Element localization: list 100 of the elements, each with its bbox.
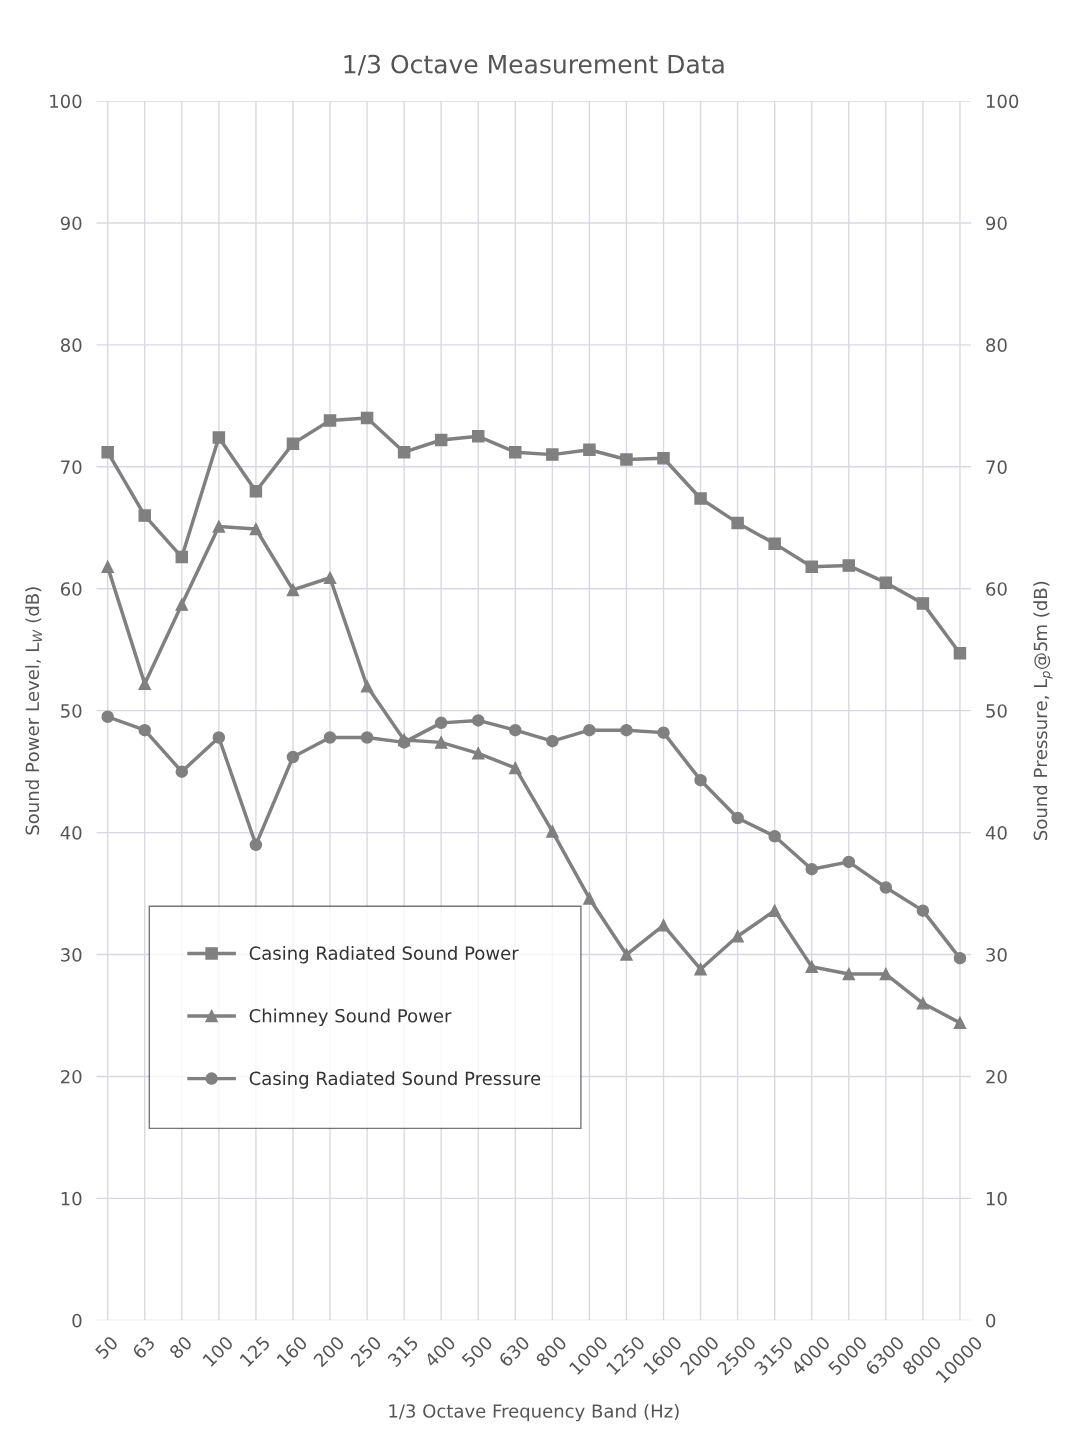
point: [694, 773, 707, 787]
y2-tick-label: 100: [986, 94, 1019, 109]
point: [731, 516, 744, 530]
y-tick-label: 10: [61, 1191, 82, 1206]
legend-label: Casing Radiated Sound Pressure: [249, 1071, 541, 1089]
point: [138, 723, 151, 737]
point: [360, 411, 374, 425]
legend-label: Casing Radiated Sound Power: [249, 945, 519, 964]
point: [546, 448, 559, 461]
y2-axis-title: Sound Pressure, L$_{p}$@5m (dB): [1033, 581, 1053, 840]
point: [249, 838, 263, 852]
point: [323, 731, 337, 744]
point: [842, 559, 856, 572]
point: [768, 830, 781, 843]
point: [471, 747, 485, 760]
point: [434, 716, 448, 730]
x-tick-label: 50: [94, 1335, 119, 1360]
chart-title: 1/3 Octave Measurement Data: [344, 54, 724, 76]
point: [509, 445, 522, 459]
point: [471, 430, 485, 443]
point: [360, 680, 374, 693]
y2-tick-label: 10: [986, 1191, 1007, 1206]
point: [953, 951, 967, 965]
point: [842, 855, 856, 869]
x-tick-label: 63: [131, 1335, 156, 1360]
point: [101, 560, 114, 574]
point: [694, 492, 707, 505]
point: [953, 647, 967, 660]
point: [805, 862, 818, 876]
x-tick-label: 160: [276, 1335, 308, 1368]
x-tick-label: 100: [202, 1335, 234, 1368]
y-tick-label: 70: [61, 460, 82, 474]
point: [249, 522, 263, 536]
point: [620, 948, 633, 961]
y-tick-label: 50: [61, 704, 82, 718]
y-tick-label: 40: [60, 826, 82, 840]
y2-tick-label: 20: [986, 1069, 1007, 1084]
point: [657, 919, 670, 932]
y2-tick-label: 70: [986, 460, 1007, 474]
point: [212, 731, 226, 744]
x-tick-label: 80: [168, 1335, 193, 1360]
point: [583, 443, 596, 456]
point: [879, 881, 893, 894]
x-tick-label: 500: [461, 1335, 494, 1368]
y-tick-label: 60: [60, 582, 82, 596]
point: [323, 571, 337, 585]
y2-tick-label: 80: [986, 338, 1007, 352]
point: [620, 723, 633, 737]
point: [768, 904, 781, 917]
point: [397, 736, 411, 749]
point: [175, 598, 189, 611]
point: [212, 520, 226, 533]
y-tick-label: 80: [60, 338, 82, 352]
point: [360, 731, 374, 744]
point: [101, 445, 114, 459]
point: [286, 583, 300, 597]
point: [657, 452, 670, 465]
point: [397, 445, 411, 459]
point: [434, 433, 448, 447]
point: [138, 677, 151, 691]
y2-tick-label: 30: [986, 948, 1007, 962]
y2-tick-label: 50: [986, 704, 1007, 718]
point: [434, 736, 448, 749]
point: [138, 509, 151, 522]
point: [768, 537, 781, 550]
y-tick-label: 90: [60, 216, 82, 231]
point: [731, 811, 744, 825]
x-tick-label: 630: [498, 1335, 531, 1368]
point: [509, 761, 522, 775]
point: [805, 960, 818, 973]
point: [583, 892, 596, 905]
point: [286, 750, 300, 764]
y-tick-label: 100: [50, 94, 82, 109]
point: [583, 723, 596, 737]
point: [212, 431, 226, 444]
point: [657, 726, 670, 739]
y-tick-label: 30: [61, 948, 82, 962]
point: [286, 437, 300, 450]
point: [249, 484, 263, 498]
y2-tick-label: 90: [986, 216, 1007, 231]
point: [546, 734, 559, 748]
point: [323, 414, 337, 427]
point: [953, 1016, 967, 1030]
point: [916, 904, 930, 917]
point: [694, 962, 707, 976]
x-tick-label: 400: [423, 1335, 457, 1368]
point: [546, 825, 559, 838]
legend-label: Chimney Sound Power: [249, 1008, 452, 1027]
y-tick-label: 20: [61, 1069, 82, 1084]
point: [916, 597, 930, 610]
y-tick-label: 0: [72, 1313, 82, 1328]
y2-tick-label: 40: [985, 826, 1007, 840]
point: [842, 967, 856, 981]
y2-tick-label: 0: [986, 1313, 996, 1328]
point: [916, 997, 930, 1010]
point: [620, 453, 633, 466]
x-tick-label: 800: [535, 1335, 568, 1368]
point: [879, 967, 893, 981]
x-axis-title: 1/3 Octave Frequency Band (Hz): [389, 1403, 679, 1422]
point: [101, 710, 114, 724]
